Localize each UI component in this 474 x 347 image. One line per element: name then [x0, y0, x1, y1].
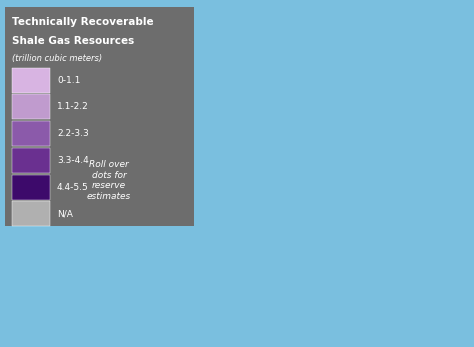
- Text: 0-1.1: 0-1.1: [57, 76, 80, 85]
- Text: 2.2-3.3: 2.2-3.3: [57, 129, 89, 138]
- Text: Shale Gas Resources: Shale Gas Resources: [12, 36, 134, 46]
- Text: N/A: N/A: [57, 209, 73, 218]
- Text: (trillion cubic meters): (trillion cubic meters): [12, 54, 102, 63]
- Text: Roll over
dots for
reserve
estimates: Roll over dots for reserve estimates: [87, 160, 131, 201]
- Text: 4.4-5.5: 4.4-5.5: [57, 183, 89, 192]
- Text: 3.3-4.4: 3.3-4.4: [57, 156, 89, 165]
- Text: 1.1-2.2: 1.1-2.2: [57, 102, 89, 111]
- Text: Technically Recoverable: Technically Recoverable: [12, 17, 154, 27]
